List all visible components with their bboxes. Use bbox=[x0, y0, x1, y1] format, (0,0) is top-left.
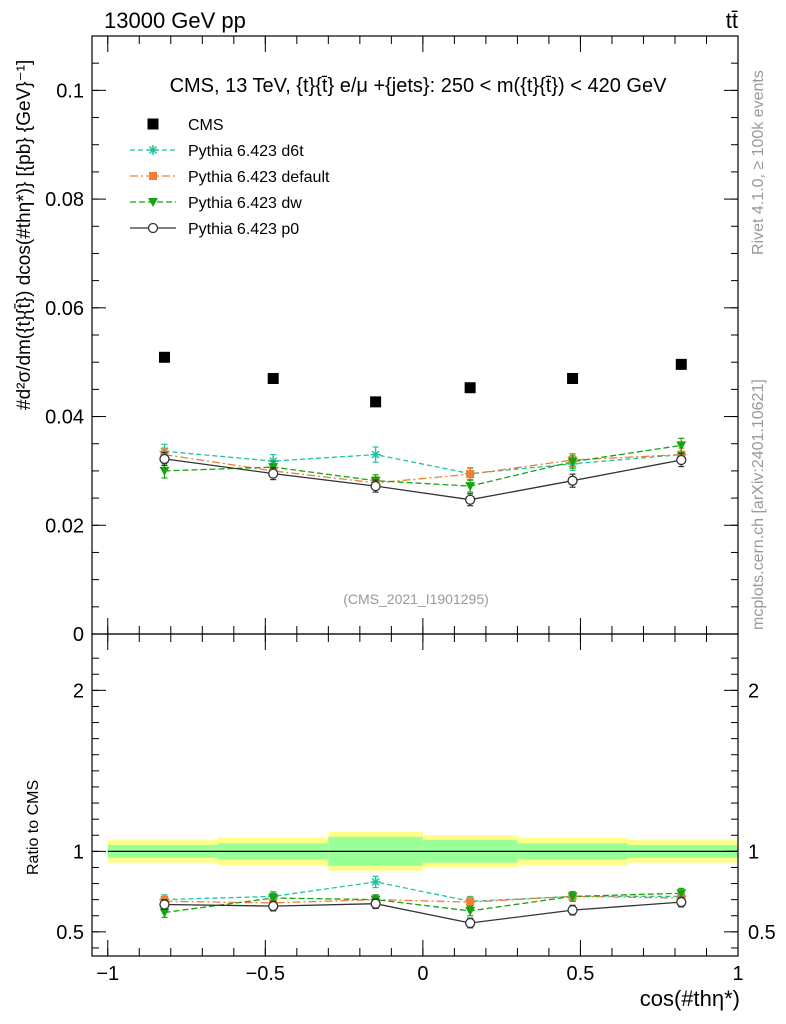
ratio-series-lines bbox=[164, 881, 682, 924]
ratio-point-p0 bbox=[464, 917, 476, 929]
rivet-label: Rivet 4.1.0, ≥ 100k events bbox=[750, 70, 767, 255]
main-point-dw bbox=[465, 482, 476, 492]
ratio-ylabel: Ratio to CMS bbox=[25, 780, 42, 875]
ratio-point-p0 bbox=[676, 896, 687, 908]
legend-label-dw: Pythia 6.423 dw bbox=[188, 195, 302, 212]
main-point-p0 bbox=[370, 480, 381, 492]
ratio-point-p0 bbox=[567, 904, 578, 916]
y-tick-label: 0.02 bbox=[45, 515, 84, 537]
ratio-point-p0 bbox=[268, 900, 279, 912]
x-tick-label: 0 bbox=[417, 963, 428, 985]
ratio-xlabel: cos(#thη*) bbox=[640, 986, 740, 1011]
main-point-p0 bbox=[159, 453, 170, 465]
main-series-markers bbox=[158, 351, 687, 507]
legend-marker-default bbox=[149, 172, 157, 180]
main-point-cms bbox=[158, 351, 170, 363]
main-ylabel: #d²σ/dm({t}{t̄}) dcos(#thη*)} [{pb} {GeV… bbox=[14, 60, 35, 410]
main-point-cms bbox=[267, 372, 279, 384]
y-tick-label-right: 2 bbox=[748, 680, 759, 702]
main-panel: 0 0.02 0.04 0.06 0.08 0.1 CMS, 13 TeV, {t}{t̄… bbox=[14, 35, 739, 646]
main-point-cms bbox=[370, 396, 382, 408]
x-tick-label: −1 bbox=[96, 963, 119, 985]
y-tick-label: 0 bbox=[73, 624, 84, 646]
legend-marker-d6t bbox=[148, 145, 158, 155]
main-line-dw bbox=[164, 444, 682, 487]
ratio-point-default bbox=[466, 898, 475, 907]
ratio-axes: 0.5 0.51 12 2−1 −0.5 0 0.5 1 bbox=[56, 633, 776, 985]
y-tick-label: 2 bbox=[73, 680, 84, 702]
main-point-cms bbox=[567, 372, 579, 384]
ratio-line-dw bbox=[164, 892, 682, 914]
legend-label-cms: CMS bbox=[188, 117, 224, 134]
legend: CMS Pythia 6.423 d6t Pythia 6.423 default P… bbox=[130, 117, 330, 238]
main-series-lines bbox=[164, 444, 682, 501]
ratio-panel: 0.5 0.51 12 2−1 −0.5 0 0.5 1 Ratio to CMS cos(#… bbox=[25, 633, 776, 1011]
header-left: 13000 GeV pp bbox=[104, 8, 246, 33]
main-point-cms bbox=[675, 358, 687, 370]
ratio-line-d6t bbox=[164, 881, 682, 902]
y-tick-label: 0.08 bbox=[45, 189, 84, 211]
main-point-p0 bbox=[464, 494, 476, 505]
main-axes: 0 0.02 0.04 0.06 0.08 0.1 bbox=[45, 35, 739, 646]
y-tick-label: 0.04 bbox=[45, 407, 84, 429]
ratio-series-markers bbox=[159, 875, 687, 929]
y-tick-label: 0.1 bbox=[56, 80, 84, 102]
main-point-d6t bbox=[370, 449, 381, 460]
main-point-dw bbox=[567, 457, 578, 467]
axes-frame bbox=[91, 633, 739, 957]
ratio-line-default bbox=[164, 895, 682, 904]
legend-label-p0: Pythia 6.423 p0 bbox=[188, 221, 299, 238]
y-tick-label-right: 0.5 bbox=[748, 922, 776, 944]
ratio-point-p0 bbox=[159, 899, 170, 910]
main-line-d6t bbox=[164, 450, 682, 475]
ratio-point-d6t bbox=[370, 876, 381, 887]
main-point-cms bbox=[464, 382, 476, 394]
legend-label-d6t: Pythia 6.423 d6t bbox=[188, 143, 304, 160]
ratio-point-p0 bbox=[370, 898, 381, 909]
ratio-point-dw bbox=[159, 908, 170, 918]
main-point-p0 bbox=[676, 454, 687, 466]
main-line-p0 bbox=[164, 458, 682, 501]
watermark: (CMS_2021_I1901295) bbox=[343, 591, 489, 607]
main-point-dw bbox=[159, 466, 170, 476]
legend-label-default: Pythia 6.423 default bbox=[188, 169, 330, 186]
ratio-point-dw bbox=[567, 892, 578, 902]
ratio-line-p0 bbox=[164, 901, 682, 924]
y-tick-label-right: 1 bbox=[748, 841, 759, 863]
main-title: CMS, 13 TeV, {t}{t̄} e/μ +{jets}: 250 < … bbox=[170, 75, 668, 97]
y-tick-label: 0.06 bbox=[45, 298, 84, 320]
x-tick-label: −0.5 bbox=[246, 963, 285, 985]
ratio-uncertainty-bands bbox=[107, 832, 738, 871]
ratio-point-dw bbox=[676, 889, 687, 899]
main-point-default bbox=[466, 470, 475, 479]
header-right: tt̄ bbox=[726, 8, 738, 33]
ratio-point-dw bbox=[268, 894, 279, 904]
legend-marker-dw bbox=[148, 198, 158, 207]
legend-marker-cms bbox=[147, 118, 159, 130]
ratio-point-dw bbox=[465, 906, 476, 916]
x-tick-label: 0.5 bbox=[567, 963, 595, 985]
mcplots-label: mcplots.cern.ch [arXiv:2401.10621] bbox=[750, 379, 767, 630]
x-tick-label: 1 bbox=[732, 963, 743, 985]
main-point-dw bbox=[676, 441, 687, 451]
y-tick-label: 0.5 bbox=[56, 922, 84, 944]
legend-marker-p0 bbox=[147, 222, 159, 234]
y-tick-label: 1 bbox=[73, 841, 84, 863]
main-point-p0 bbox=[268, 468, 279, 479]
main-point-p0 bbox=[567, 475, 578, 486]
